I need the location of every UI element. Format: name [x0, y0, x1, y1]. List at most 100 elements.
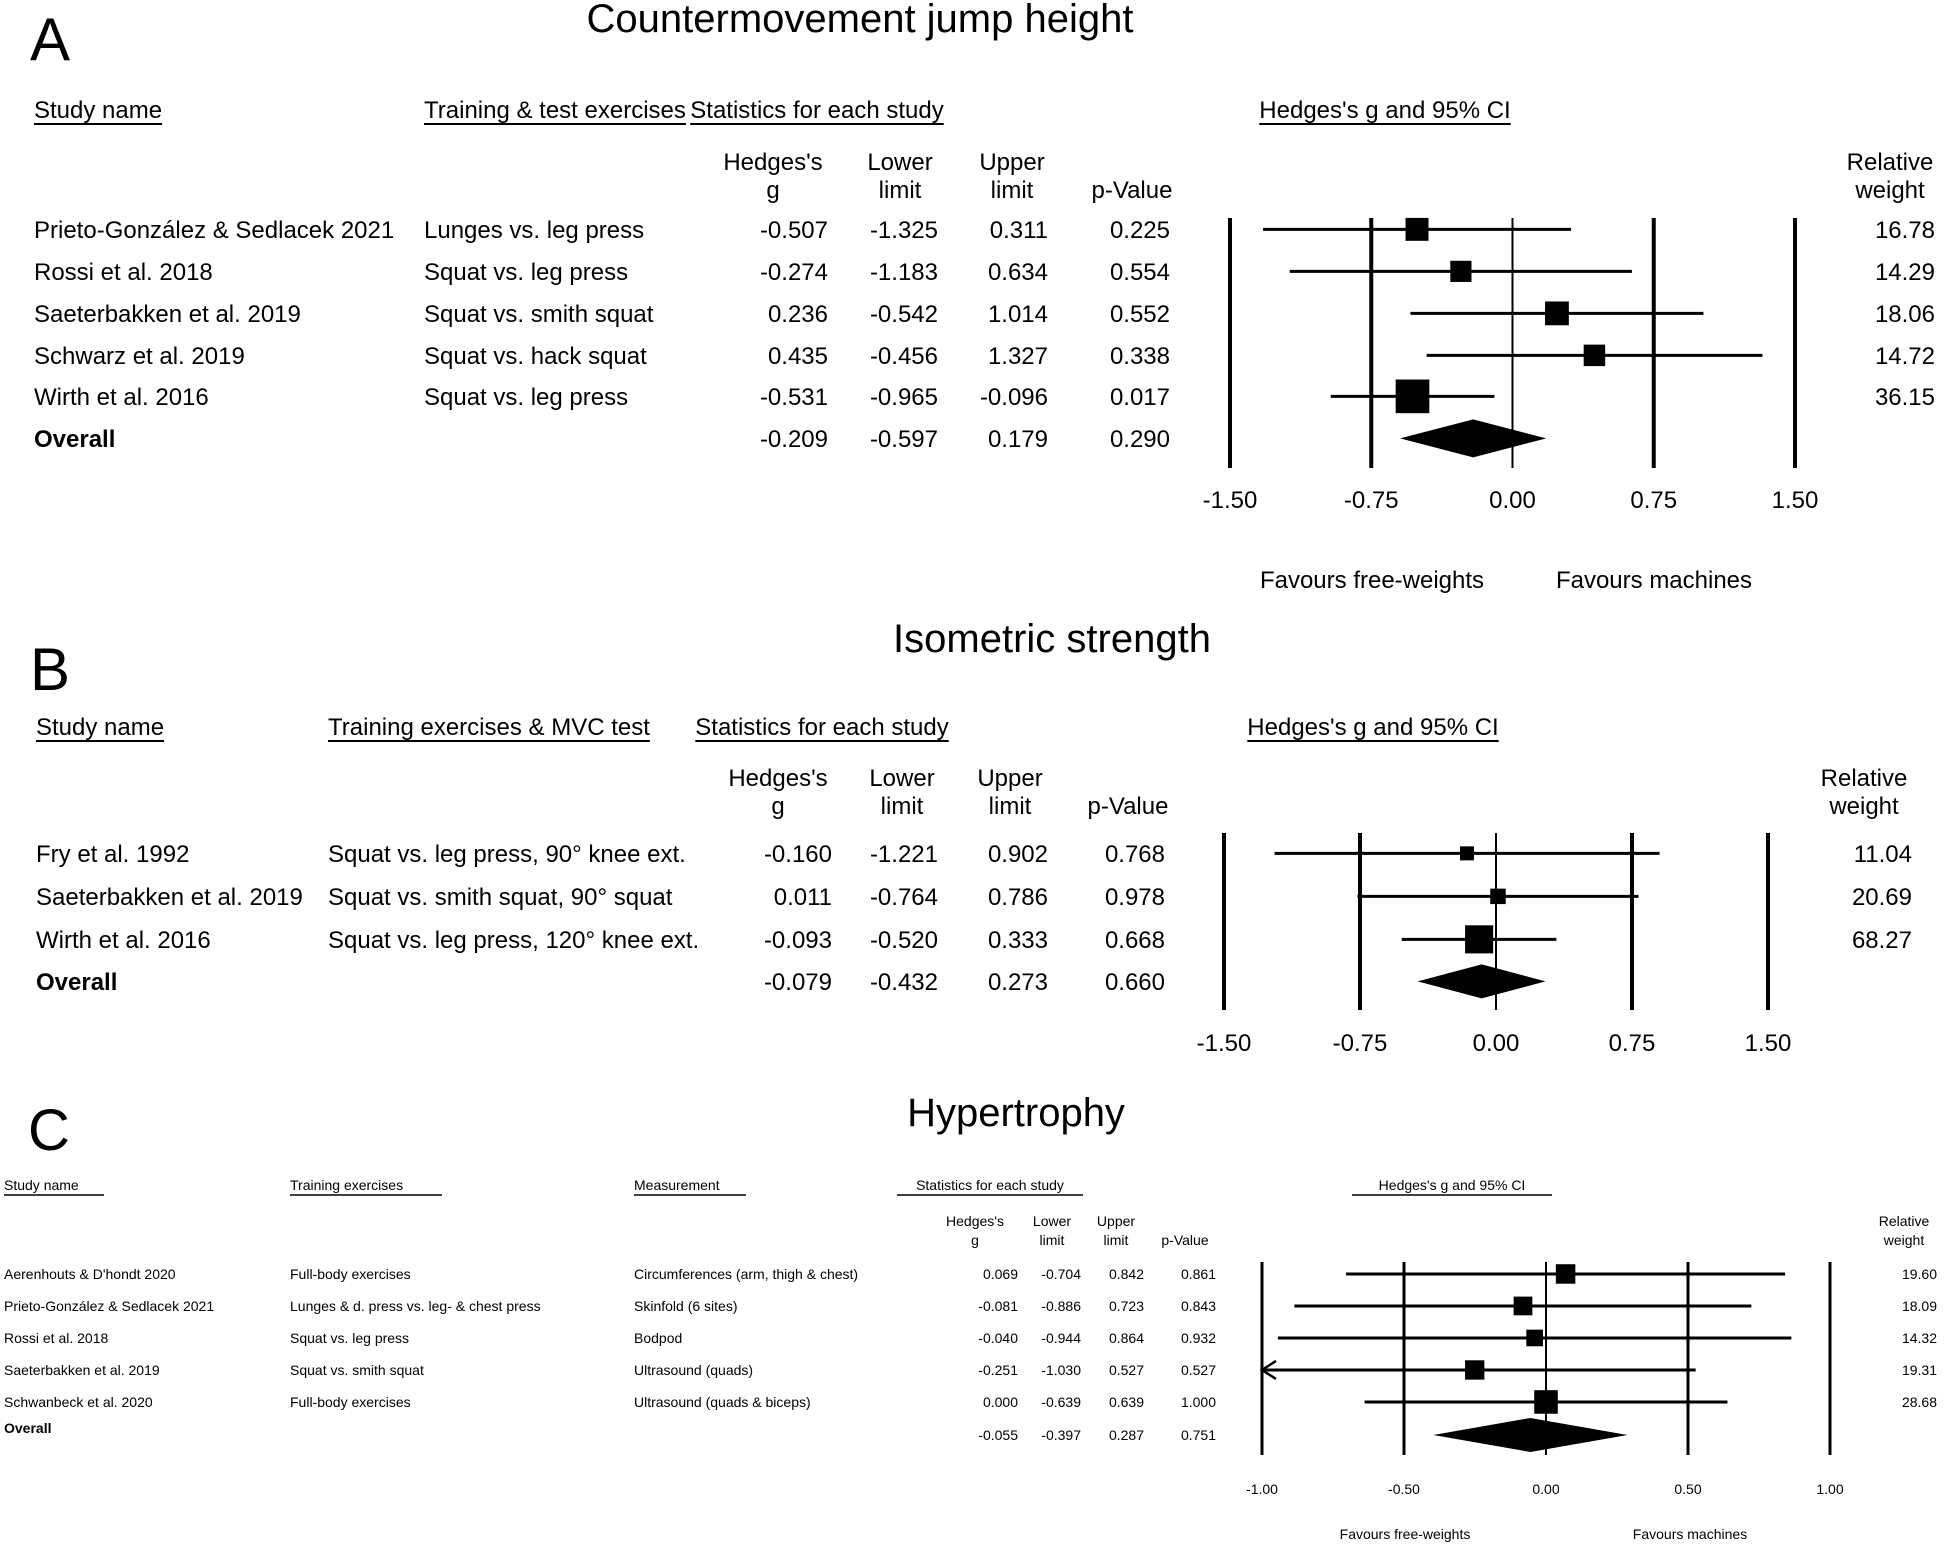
effect-size-marker — [1465, 1360, 1485, 1380]
relative-weight-value: 20.69 — [1852, 884, 1912, 911]
hedges-g-value: -0.040 — [978, 1330, 1018, 1346]
study-name: Rossi et al. 2018 — [34, 259, 213, 286]
column-header-exercise: Training exercises & MVC test — [328, 714, 650, 741]
study-name: Rossi et al. 2018 — [4, 1330, 108, 1346]
favours-left-label: Favours free-weights — [1260, 567, 1484, 594]
p-value: 0.932 — [1181, 1330, 1216, 1346]
subheader-weight-line1: Relative — [1879, 1213, 1930, 1229]
overall-upper-limit-value: 0.287 — [1109, 1427, 1144, 1443]
p-value: 0.843 — [1181, 1298, 1216, 1314]
subheader-g-line1: Hedges's — [728, 765, 827, 792]
overall-p-value: 0.660 — [1105, 969, 1165, 996]
p-value: 0.668 — [1105, 927, 1165, 954]
x-tick-label: 1.00 — [1816, 1481, 1843, 1497]
x-tick-label: -1.50 — [1197, 1030, 1252, 1057]
effect-size-marker — [1583, 344, 1606, 367]
subheader-lower-line1: Lower — [1033, 1213, 1071, 1229]
exercise-label: Squat vs. leg press, 90° knee ext. — [328, 841, 686, 868]
overall-hedges-g-value: -0.209 — [760, 426, 828, 453]
study-name: Saeterbakken et al. 2019 — [4, 1362, 160, 1378]
measurement-label: Bodpod — [634, 1330, 682, 1346]
upper-limit-value: 0.639 — [1109, 1394, 1144, 1410]
upper-limit-value: 1.014 — [988, 301, 1048, 328]
relative-weight-value: 19.60 — [1902, 1266, 1937, 1282]
exercise-label: Lunges vs. leg press — [424, 217, 644, 244]
column-header-plot: Hedges's g and 95% CI — [1259, 97, 1510, 124]
exercise-label: Squat vs. smith squat — [424, 301, 654, 328]
effect-size-marker — [1513, 1296, 1533, 1316]
column-header-exercise: Training exercises — [290, 1177, 403, 1193]
overall-lower-limit-value: -0.597 — [870, 426, 938, 453]
exercise-label: Squat vs. leg press — [424, 384, 628, 411]
subheader-g-line1: Hedges's — [946, 1213, 1004, 1229]
effect-size-marker — [1405, 217, 1429, 241]
x-tick-label: -0.75 — [1333, 1030, 1388, 1057]
chart-title: Hypertrophy — [907, 1091, 1125, 1135]
lower-limit-value: -0.456 — [870, 343, 938, 370]
p-value: 1.000 — [1181, 1394, 1216, 1410]
effect-size-marker — [1555, 1264, 1576, 1284]
effect-size-marker — [1465, 925, 1494, 954]
overall-upper-limit-value: 0.273 — [988, 969, 1048, 996]
upper-limit-value: 0.842 — [1109, 1266, 1144, 1282]
overall-label: Overall — [4, 1420, 51, 1436]
subheader-g-line1: Hedges's — [723, 149, 822, 176]
study-name: Aerenhouts & D'hondt 2020 — [4, 1266, 176, 1282]
column-header-stats: Statistics for each study — [690, 97, 943, 124]
study-name: Saeterbakken et al. 2019 — [34, 301, 301, 328]
x-tick-label: -1.50 — [1203, 487, 1258, 514]
exercise-label: Lunges & d. press vs. leg- & chest press — [290, 1298, 541, 1314]
effect-size-marker — [1526, 1329, 1543, 1347]
lower-limit-value: -0.944 — [1041, 1330, 1081, 1346]
exercise-label: Squat vs. leg press — [290, 1330, 409, 1346]
x-tick-label: 0.00 — [1489, 487, 1536, 514]
p-value: 0.225 — [1110, 217, 1170, 244]
column-header-study: Study name — [34, 97, 162, 124]
exercise-label: Full-body exercises — [290, 1266, 411, 1282]
x-tick-label: 0.75 — [1630, 487, 1677, 514]
x-tick-label: 0.00 — [1532, 1481, 1559, 1497]
x-tick-label: 0.75 — [1609, 1030, 1656, 1057]
p-value: 0.552 — [1110, 301, 1170, 328]
upper-limit-value: 0.634 — [988, 259, 1048, 286]
hedges-g-value: -0.160 — [764, 841, 832, 868]
subheader-g-line2: g — [971, 1232, 979, 1248]
hedges-g-value: 0.069 — [983, 1266, 1018, 1282]
exercise-label: Squat vs. smith squat — [290, 1362, 424, 1378]
lower-limit-value: -0.520 — [870, 927, 938, 954]
lower-limit-value: -0.764 — [870, 884, 938, 911]
upper-limit-value: 0.311 — [990, 217, 1048, 244]
relative-weight-value: 14.29 — [1875, 259, 1935, 286]
hedges-g-value: -0.274 — [760, 259, 828, 286]
subheader-lower-line1: Lower — [867, 149, 932, 176]
upper-limit-value: 0.723 — [1109, 1298, 1144, 1314]
lower-limit-value: -0.639 — [1041, 1394, 1081, 1410]
overall-lower-limit-value: -0.432 — [870, 969, 938, 996]
hedges-g-value: -0.081 — [978, 1298, 1018, 1314]
measurement-label: Ultrasound (quads & biceps) — [634, 1394, 811, 1410]
column-header-plot: Hedges's g and 95% CI — [1247, 714, 1498, 741]
lower-limit-value: -1.183 — [870, 259, 938, 286]
relative-weight-value: 14.32 — [1902, 1330, 1937, 1346]
study-name: Saeterbakken et al. 2019 — [36, 884, 303, 911]
subheader-weight-line1: Relative — [1847, 149, 1934, 176]
subheader-upper-line1: Upper — [1097, 1213, 1135, 1229]
overall-hedges-g-value: -0.055 — [978, 1427, 1018, 1443]
study-name: Schwanbeck et al. 2020 — [4, 1394, 153, 1410]
subheader-weight-line2: weight — [1854, 177, 1925, 204]
lower-limit-value: -1.221 — [870, 841, 938, 868]
subheader-upper-line1: Upper — [977, 765, 1042, 792]
overall-effect-diamond — [1400, 419, 1547, 458]
upper-limit-value: 1.327 — [988, 343, 1048, 370]
overall-p-value: 0.751 — [1181, 1427, 1216, 1443]
exercise-label: Squat vs. leg press, 120° knee ext. — [328, 927, 699, 954]
relative-weight-value: 16.78 — [1875, 217, 1935, 244]
subheader-lower-line2: limit — [1040, 1232, 1065, 1248]
chart-title: Isometric strength — [893, 617, 1211, 661]
chart-title: Countermovement jump height — [587, 0, 1134, 41]
upper-limit-value: 0.902 — [988, 841, 1048, 868]
panel-letter: B — [30, 636, 70, 703]
lower-limit-value: -0.542 — [870, 301, 938, 328]
hedges-g-value: 0.000 — [983, 1394, 1018, 1410]
